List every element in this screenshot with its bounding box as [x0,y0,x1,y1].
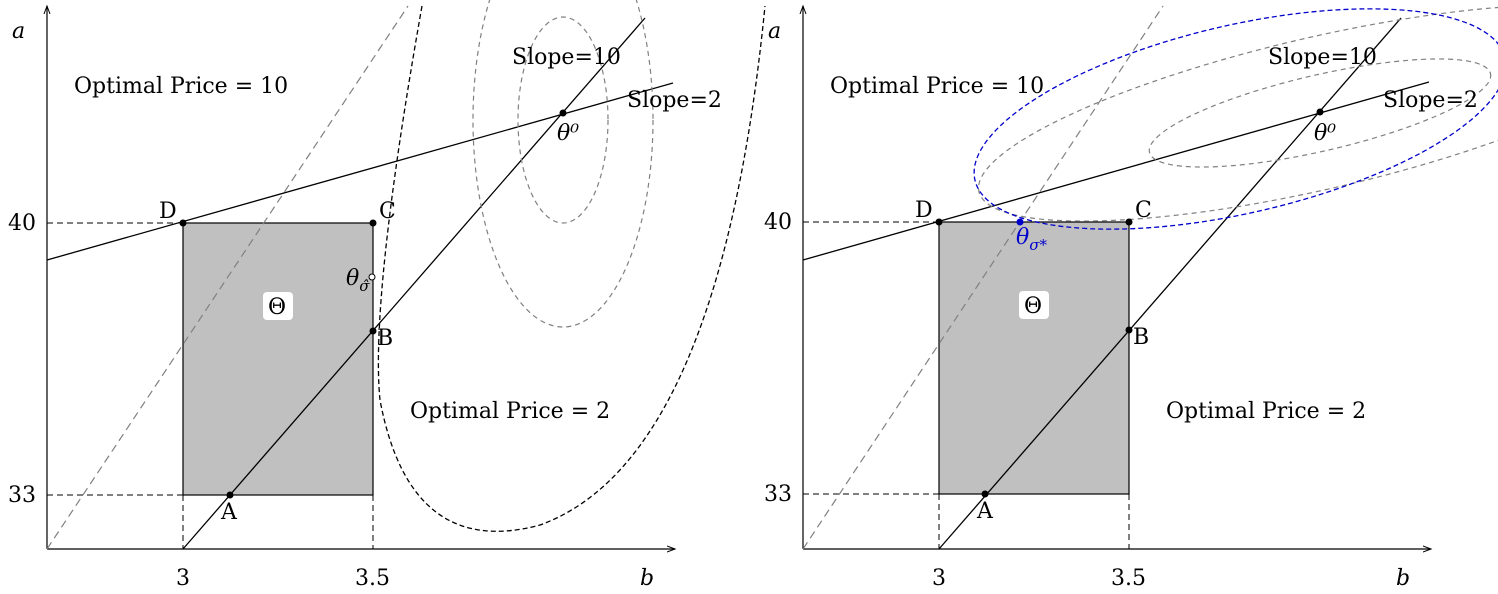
gray-dashed-line [46,5,409,550]
slope-2-line [802,81,1430,261]
theta-hat-label: θσ̂ [346,266,370,295]
theta-star-point [1016,218,1024,226]
theta-set-label: Θ [268,295,286,320]
blue-dashed-ellipse [973,8,1498,230]
x-tick-3-5: 3.5 [355,566,390,591]
slope-2-label: Slope=2 [1383,88,1478,113]
theta0-label: θ⁰ [557,121,579,146]
x-axis-label: b [640,566,654,591]
theta-set-rectangle [938,221,1130,495]
x-tick-3: 3 [176,566,190,591]
gray-ellipses [472,0,654,328]
region-label-top: Optimal Price = 10 [74,74,288,99]
left-panel: a b 40 33 3 3.5 Optimal Price = 10 Optim… [8,0,766,591]
y-axis-label: a [12,19,25,44]
point-label-a: A [976,499,994,524]
x-axis-label: b [1396,566,1410,591]
right-panel: a b 40 33 3 3.5 Optimal Price = 10 Optim… [764,4,1498,591]
points [179,109,567,499]
point-label-a: A [220,500,238,525]
y-tick-33: 33 [8,483,36,508]
point-label-c: C [1135,198,1152,223]
slope-2-label: Slope=2 [627,88,722,113]
slope-2-line [46,82,674,261]
black-dashed-curve [377,5,766,532]
theta-hat-point [368,273,376,281]
theta-star-label: θσ* [1016,225,1047,254]
y-tick-40: 40 [8,211,36,236]
point-label-d: D [915,198,933,223]
theta-set-label: Θ [1024,294,1042,319]
region-label-bottom: Optimal Price = 2 [1166,399,1366,424]
points [935,108,1324,498]
region-label-bottom: Optimal Price = 2 [410,399,610,424]
y-tick-33: 33 [764,482,792,507]
slope-10-line [182,17,646,550]
x-tick-3-5: 3.5 [1111,566,1146,591]
gray-dashed-line [802,5,1164,550]
region-label-top: Optimal Price = 10 [830,74,1044,99]
x-tick-3: 3 [932,566,946,591]
theta-set-rectangle [182,222,374,496]
theta-set-label-box [1019,291,1049,319]
theta-set-label-box [263,292,293,320]
y-tick-40: 40 [764,210,792,235]
point-label-b: B [377,326,393,351]
y-axis-label: a [768,19,781,44]
point-label-c: C [379,199,396,224]
theta0-label: θ⁰ [1314,121,1336,146]
point-label-b: B [1133,325,1149,350]
guide-lines [47,222,374,549]
guide-lines [803,221,1130,549]
slope-10-line [938,17,1402,550]
point-label-d: D [159,199,177,224]
slope-10-label: Slope=10 [512,45,621,70]
slope-10-label: Slope=10 [1268,45,1377,70]
gray-ellipses [977,4,1498,222]
